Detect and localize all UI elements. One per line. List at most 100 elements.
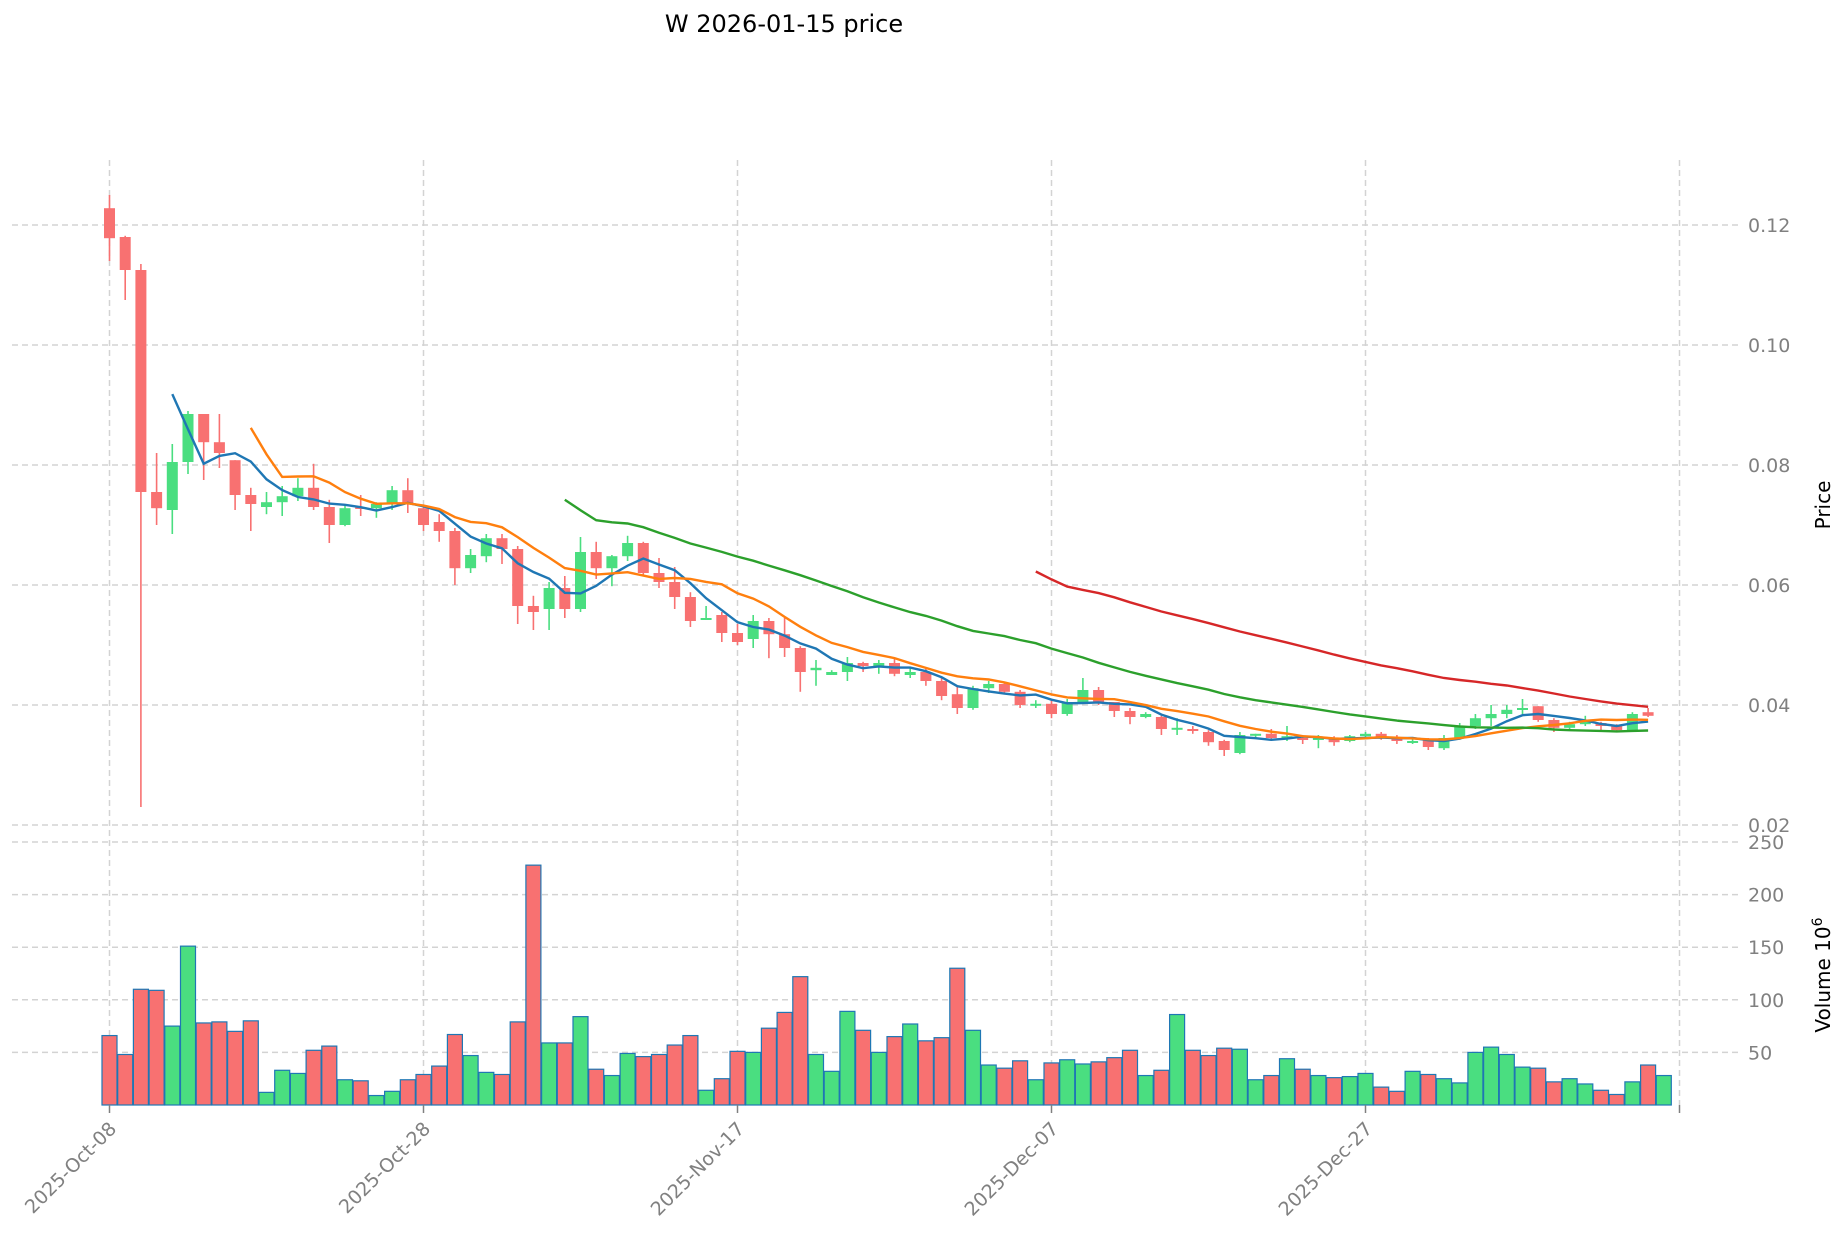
volume-bar — [603, 1074, 621, 1106]
volume-bar — [729, 1050, 746, 1106]
candle-down — [559, 588, 571, 609]
volume-bar — [336, 1079, 354, 1106]
volume-tick-label: 250 — [1748, 832, 1784, 854]
candle-up — [1061, 702, 1073, 714]
volume-bar — [227, 1030, 244, 1106]
volume-bar — [1074, 1063, 1092, 1106]
candle-down — [1046, 703, 1057, 714]
candle-down — [951, 694, 963, 708]
volume-bar — [1184, 1049, 1201, 1106]
candle-up — [370, 504, 382, 509]
volume-bar — [1561, 1078, 1578, 1106]
date-tick-label: 2025-Nov-17 — [647, 1118, 749, 1220]
candle-up — [292, 487, 304, 497]
volume-bar — [132, 988, 149, 1106]
candle-down — [1422, 739, 1434, 747]
ma-30-line — [564, 498, 1649, 733]
volume-bar — [1106, 1057, 1123, 1106]
volume-bar — [1655, 1074, 1672, 1106]
volume-bar — [572, 1016, 589, 1106]
candle-up — [967, 688, 979, 708]
candle-up — [1564, 724, 1576, 728]
volume-bar — [917, 1040, 935, 1106]
candle-down — [1124, 711, 1136, 717]
candle-down — [1093, 690, 1105, 702]
candle-up — [276, 496, 288, 503]
candle-down — [1265, 733, 1277, 738]
volume-bar — [1624, 1081, 1641, 1106]
candle-down — [151, 492, 163, 509]
price-tick-label: 0.04 — [1748, 695, 1790, 717]
volume-bar — [1608, 1093, 1625, 1106]
volume-bar — [148, 989, 165, 1106]
candle-up — [1438, 738, 1450, 749]
volume-bar — [1467, 1051, 1484, 1106]
volume-bar — [462, 1054, 479, 1106]
candle-up — [1517, 708, 1528, 710]
volume-bar — [540, 1042, 558, 1106]
volume-bar — [1357, 1072, 1374, 1106]
volume-bar — [1373, 1086, 1390, 1106]
volume-bar — [619, 1052, 636, 1106]
volume-bar — [1168, 1013, 1186, 1106]
volume-bar — [164, 1025, 181, 1106]
candle-down — [653, 573, 665, 582]
volume-bar — [478, 1071, 495, 1106]
volume-bar — [1325, 1077, 1343, 1106]
candle-down — [433, 522, 445, 531]
candle-down — [1391, 738, 1403, 741]
volume-bar — [289, 1072, 306, 1106]
volume-axis-label-exponent: 6 — [1810, 917, 1826, 926]
volume-bar — [117, 1053, 134, 1106]
candle-down — [857, 663, 869, 666]
candle-down — [732, 633, 743, 642]
candle-down — [245, 495, 257, 504]
volume-bar — [305, 1049, 322, 1106]
candle-down — [1642, 712, 1654, 716]
volume-bar — [980, 1064, 997, 1106]
volume-bar — [807, 1053, 825, 1106]
volume-bar — [242, 1020, 259, 1106]
volume-bar — [588, 1068, 605, 1106]
candle-down — [527, 606, 539, 612]
volume-bar — [1043, 1062, 1060, 1106]
candle-down — [308, 487, 320, 507]
candle-up — [873, 663, 885, 666]
volume-bar — [446, 1033, 463, 1106]
volume-bar — [321, 1045, 338, 1106]
volume-bar — [776, 1011, 793, 1106]
candle-up — [1171, 727, 1183, 730]
volume-bar — [1200, 1054, 1217, 1106]
candle-down — [779, 634, 791, 648]
candle-up — [606, 556, 618, 569]
candle-down — [998, 684, 1010, 692]
price-tick-label: 0.10 — [1748, 335, 1790, 357]
volume-axis-label: Volume 106 — [1810, 917, 1835, 1032]
candle-up — [983, 684, 995, 689]
volume-bar — [1388, 1090, 1406, 1106]
candle-down — [716, 615, 728, 633]
moving-averages-layer — [171, 393, 1649, 743]
candle-down — [763, 621, 775, 635]
candle-down — [684, 597, 696, 621]
candle-up — [480, 538, 492, 557]
volume-bars-layer — [101, 864, 1672, 1106]
volume-bar — [1420, 1073, 1437, 1106]
volume-bar — [211, 1021, 228, 1106]
chart-title: W 2026-01-15 price — [664, 10, 904, 38]
volume-bar — [258, 1091, 275, 1106]
volume-bar — [509, 1021, 526, 1106]
volume-bar — [760, 1027, 778, 1106]
candle-up — [1485, 714, 1497, 719]
date-tick-label: 2025-Oct-28 — [335, 1118, 435, 1218]
candle-down — [104, 208, 115, 239]
candle-up — [1360, 733, 1371, 737]
candle-up — [1469, 718, 1481, 726]
volume-bar — [902, 1023, 919, 1106]
volume-bar — [1341, 1075, 1358, 1106]
candle-down — [936, 681, 948, 696]
volume-bar — [745, 1051, 762, 1106]
candle-down — [1611, 726, 1623, 731]
candle-up — [1501, 709, 1513, 714]
